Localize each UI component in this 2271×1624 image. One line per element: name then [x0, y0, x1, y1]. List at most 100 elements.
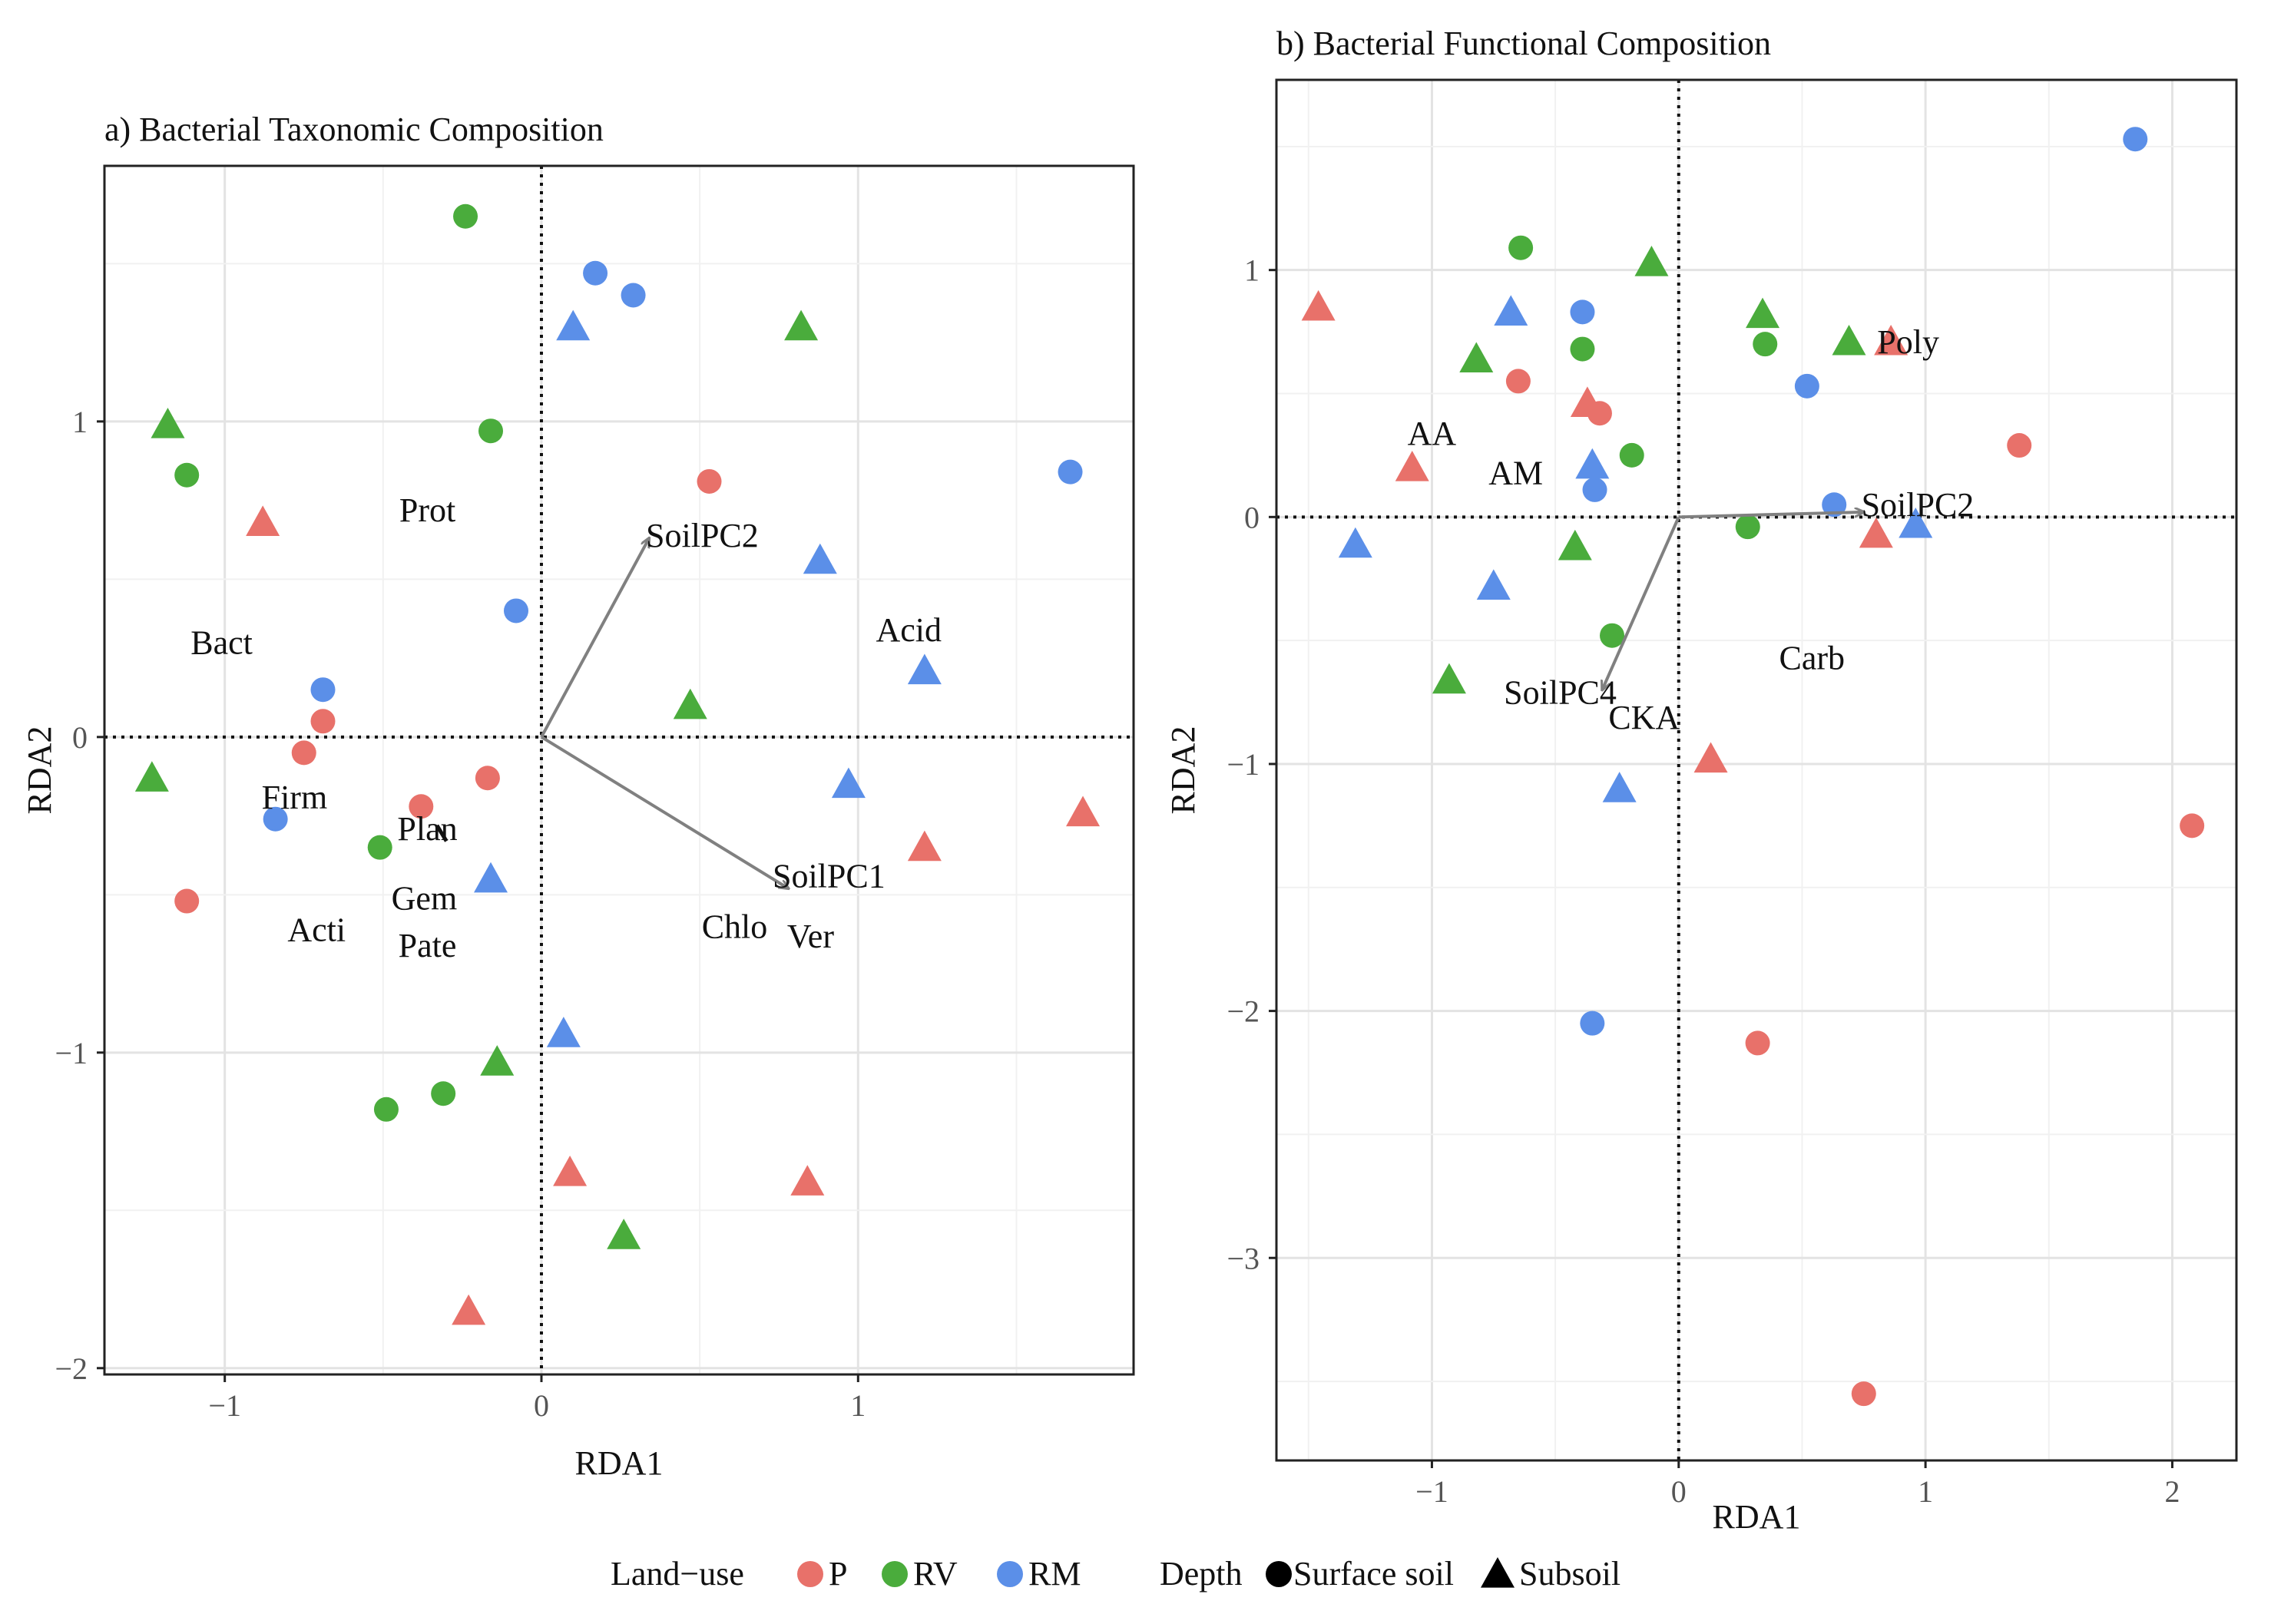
x-tick-label: −1: [1415, 1474, 1448, 1509]
legend-depth-title: Depth: [1160, 1555, 1243, 1593]
legend-key-rm: [997, 1561, 1023, 1587]
point-RM-subsoil: [1899, 507, 1933, 538]
point-RV-subsoil: [607, 1219, 641, 1249]
point-RM-subsoil: [1575, 448, 1610, 479]
group-label: Bact: [190, 624, 253, 662]
point-P-subsoil: [452, 1294, 486, 1325]
point-P-subsoil: [907, 830, 942, 862]
point-RV-surface: [453, 203, 478, 229]
point-RM-subsoil: [1602, 772, 1637, 802]
point-RV-surface: [1570, 336, 1595, 362]
arrow-soilpc2: [1678, 512, 1864, 519]
point-P-subsoil: [1874, 324, 1909, 356]
point-P-surface: [409, 794, 434, 819]
group-label: Firm: [262, 779, 328, 816]
x-tick-label: 0: [1671, 1474, 1687, 1509]
legend: Land−use P RV RM Depth Surface soil Subsoil: [611, 1555, 1620, 1593]
x-tick-label: 1: [850, 1388, 866, 1423]
legend-landuse-title: Land−use: [611, 1555, 744, 1593]
group-label: Plan: [397, 810, 457, 848]
point-RV-surface: [431, 1081, 456, 1106]
point-RM-subsoil: [907, 653, 942, 685]
y-tick-label: −1: [1227, 747, 1260, 782]
y-tick-label: 1: [72, 405, 88, 439]
y-tick-label: −1: [55, 1036, 88, 1070]
point-P-subsoil: [1066, 795, 1101, 827]
y-axis-label: RDA2: [21, 726, 58, 815]
point-P-subsoil: [1301, 289, 1336, 321]
point-RV-surface: [478, 418, 504, 444]
point-RM-surface: [1570, 299, 1595, 325]
group-label: Ver: [787, 918, 834, 955]
point-P-subsoil: [790, 1165, 825, 1196]
arrow-label-soilpc2: SoilPC2: [646, 517, 759, 554]
point-P-surface: [475, 766, 500, 791]
point-RM-surface: [1822, 492, 1847, 518]
y-tick-label: 1: [1244, 253, 1260, 288]
point-RM-subsoil: [474, 862, 508, 893]
point-RM-surface: [583, 260, 608, 286]
point-RM-subsoil: [1338, 527, 1372, 558]
legend-label-rm: RM: [1028, 1555, 1081, 1593]
point-RV-surface: [1619, 442, 1644, 468]
point-RM-surface: [504, 598, 528, 623]
x-tick-label: 2: [2164, 1474, 2180, 1509]
point-RV-subsoil: [134, 761, 169, 792]
point-P-surface: [2180, 813, 2205, 838]
point-RV-subsoil: [1832, 324, 1866, 356]
point-P-subsoil: [1859, 517, 1893, 548]
point-P-surface: [2007, 433, 2032, 458]
group-label: Acti: [287, 911, 346, 949]
x-tick-label: 0: [534, 1388, 549, 1423]
point-RM-surface: [1582, 477, 1607, 502]
point-RM-subsoil: [831, 767, 866, 799]
x-axis-label: RDA1: [1713, 1498, 1801, 1536]
point-RV-subsoil: [784, 309, 819, 341]
point-P-subsoil: [1395, 450, 1429, 481]
legend-key-surface-soil: [1266, 1561, 1292, 1587]
point-RM-surface: [1058, 459, 1083, 485]
point-RM-subsoil: [546, 1017, 581, 1047]
point-RV-surface: [1600, 623, 1625, 648]
point-RM-surface: [1794, 373, 1819, 399]
point-RV-subsoil: [673, 688, 707, 719]
legend-label-rv: RV: [913, 1555, 958, 1593]
y-axis-label: RDA2: [1164, 726, 1202, 815]
arrow-label-soilpc4: SoilPC4: [1504, 674, 1617, 712]
legend-label-p: P: [829, 1555, 847, 1593]
legend-key-rv: [882, 1561, 908, 1587]
group-label: Prot: [399, 491, 455, 529]
legend-key-p: [797, 1561, 823, 1587]
point-P-subsoil: [553, 1155, 588, 1186]
point-P-surface: [174, 888, 200, 914]
y-tick-label: −2: [55, 1351, 88, 1386]
point-RM-subsoil: [556, 309, 591, 341]
x-tick-label: −1: [208, 1388, 241, 1423]
plot-background: [104, 166, 1134, 1374]
x-axis-label: RDA1: [575, 1444, 664, 1482]
point-RM-subsoil: [803, 543, 837, 574]
point-P-surface: [310, 709, 336, 734]
arrow-soilpc1: [540, 736, 789, 888]
point-P-surface: [697, 468, 722, 494]
group-label: Chlo: [702, 908, 768, 945]
plot-frame: [1275, 78, 2238, 1462]
point-RV-subsoil: [1634, 246, 1669, 276]
arrow-soilpc4: [1602, 516, 1680, 690]
point-RV-surface: [174, 462, 200, 488]
label-leader-line: [435, 824, 449, 842]
point-P-surface: [1851, 1381, 1876, 1407]
point-RM-surface: [2123, 127, 2148, 152]
y-tick-label: −3: [1227, 1241, 1260, 1275]
point-P-surface: [1745, 1030, 1770, 1056]
arrow-label-soilpc2: SoilPC2: [1862, 486, 1975, 524]
group-label: AA: [1408, 415, 1457, 452]
chart-title: b) Bacterial Functional Composition: [1276, 25, 1771, 62]
point-RV-subsoil: [480, 1045, 515, 1076]
point-RV-surface: [1735, 514, 1760, 540]
point-RV-subsoil: [1432, 663, 1466, 694]
point-RV-subsoil: [1558, 529, 1592, 561]
point-P-surface: [1505, 369, 1531, 394]
point-RV-surface: [367, 835, 392, 860]
